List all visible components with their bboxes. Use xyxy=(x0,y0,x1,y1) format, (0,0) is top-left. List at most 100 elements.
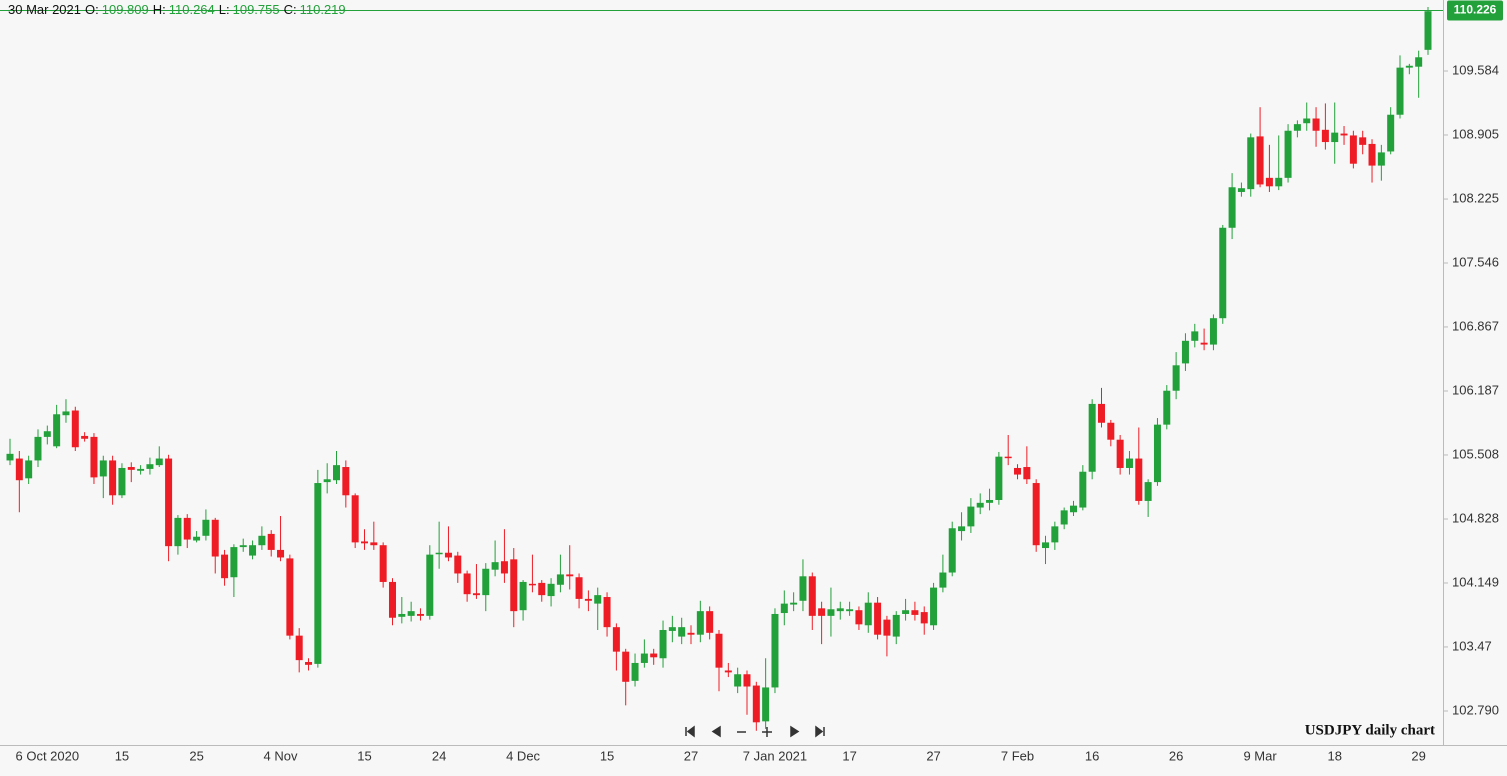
candle-body xyxy=(295,635,303,661)
header-label: C: xyxy=(284,2,297,17)
candle-body xyxy=(780,603,788,614)
candle-body xyxy=(659,629,667,659)
candle-body xyxy=(1023,467,1031,480)
candle-body xyxy=(846,609,854,612)
candle-body xyxy=(1181,340,1189,364)
candle-body xyxy=(183,517,191,540)
ohlc-header: 30 Mar 2021 O: 109.809 H: 110.264 L: 109.755 C:… xyxy=(8,2,346,17)
nav-first[interactable] xyxy=(685,725,695,738)
x-tick-label: 16 xyxy=(1085,748,1099,763)
candle-body xyxy=(1116,439,1124,468)
candle-body xyxy=(1415,57,1423,67)
candle-body xyxy=(864,602,872,626)
candle-body xyxy=(1032,483,1040,546)
x-tick-label: 25 xyxy=(189,748,203,763)
candle-body xyxy=(566,574,574,577)
nav-prev[interactable] xyxy=(711,725,721,738)
candle-body xyxy=(902,610,910,614)
candle-body xyxy=(1144,482,1152,501)
candle-body xyxy=(127,467,135,470)
candle-body xyxy=(109,460,117,496)
candle-body xyxy=(165,458,173,547)
header-value: 110.219 xyxy=(300,2,346,17)
candle-body xyxy=(678,627,686,637)
candle-body xyxy=(519,581,527,611)
candle-body xyxy=(1153,424,1161,483)
nav-zoom-in[interactable] xyxy=(762,727,772,737)
candle-body xyxy=(584,598,592,601)
candle-body xyxy=(1340,133,1348,136)
candle-body xyxy=(258,535,266,546)
candle-body xyxy=(351,495,359,543)
candle-body xyxy=(1331,132,1339,143)
candle-body xyxy=(71,410,79,448)
y-tick-label: 104.828 xyxy=(1452,510,1499,525)
candle-body xyxy=(855,610,863,625)
x-tick-label: 4 Dec xyxy=(506,748,540,763)
header-value: 109.809 xyxy=(102,2,149,17)
candle-body xyxy=(472,593,480,596)
x-tick-label: 4 Nov xyxy=(264,748,298,763)
candle-body xyxy=(62,411,70,416)
candle-body xyxy=(416,613,424,616)
candle-body xyxy=(118,467,126,496)
candle-body xyxy=(1209,318,1217,345)
candle-body xyxy=(790,602,798,605)
candle-body xyxy=(510,559,518,612)
candle-body xyxy=(538,582,546,596)
y-tick-label: 109.584 xyxy=(1452,62,1499,77)
candle-body xyxy=(6,453,14,461)
candle-body xyxy=(799,576,807,601)
navigation xyxy=(685,725,825,738)
candle-body xyxy=(1359,137,1367,145)
candle-body xyxy=(230,547,238,578)
candle-body xyxy=(1088,403,1096,472)
y-tick-label: 108.905 xyxy=(1452,126,1499,141)
candle-body xyxy=(1042,542,1050,549)
candle-body xyxy=(1377,152,1385,166)
nav-last[interactable] xyxy=(815,725,825,738)
candle-body xyxy=(482,568,490,596)
nav-next[interactable] xyxy=(790,725,800,738)
last-price-label: 110.226 xyxy=(1454,3,1497,17)
candle-body xyxy=(1247,137,1255,190)
candle-body xyxy=(1228,187,1236,228)
candle-body xyxy=(668,627,676,631)
header-label: L: xyxy=(219,2,230,17)
candle-body xyxy=(724,670,732,673)
candle-body xyxy=(1051,526,1059,543)
candle-body xyxy=(1125,458,1133,468)
y-tick-label: 104.149 xyxy=(1452,574,1499,589)
candle-body xyxy=(444,552,452,558)
candle-body xyxy=(948,528,956,573)
x-tick-label: 27 xyxy=(926,748,940,763)
candle-body xyxy=(174,517,182,547)
candle-body xyxy=(762,687,770,722)
candle-body xyxy=(491,562,499,570)
candle-body xyxy=(305,662,313,665)
candle-body xyxy=(1293,124,1301,131)
candle-body xyxy=(463,573,471,595)
candle-body xyxy=(1219,227,1227,319)
candle-body xyxy=(1200,342,1208,345)
candle-body xyxy=(818,608,826,616)
candle-body xyxy=(435,552,443,555)
candle-body xyxy=(696,611,704,635)
header-label: H: xyxy=(153,2,166,17)
candle-body xyxy=(1237,188,1245,192)
candle-body xyxy=(575,577,583,599)
candle-body xyxy=(221,554,229,579)
candle-body xyxy=(743,674,751,687)
candle-body xyxy=(771,613,779,688)
x-tick-label: 15 xyxy=(115,748,129,763)
candle-body xyxy=(892,614,900,637)
candle-body xyxy=(388,581,396,618)
y-tick-label: 107.546 xyxy=(1452,254,1499,269)
candle-body xyxy=(1004,456,1012,459)
candle-body xyxy=(239,545,247,548)
candle-body xyxy=(1079,471,1087,508)
candle-body xyxy=(1256,136,1264,185)
candle-body xyxy=(323,479,331,483)
candle-body xyxy=(1368,143,1376,166)
